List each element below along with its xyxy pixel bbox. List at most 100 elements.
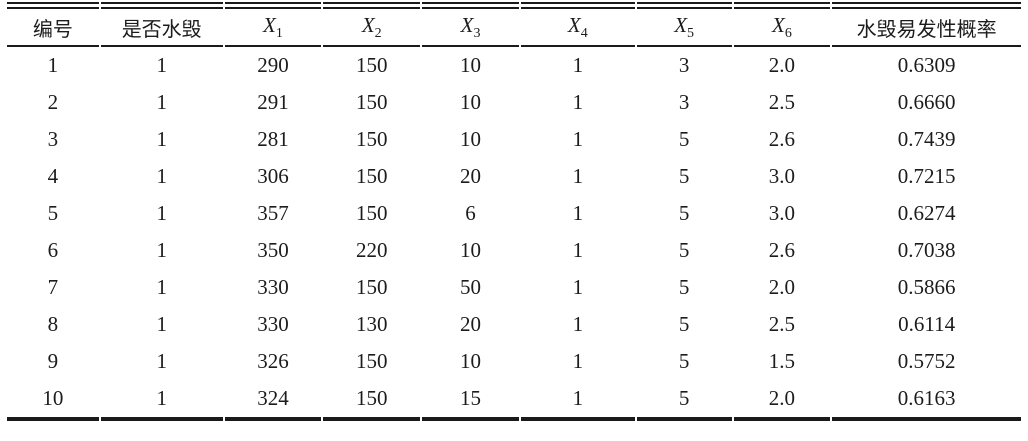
table-cell: 1 [572,90,584,114]
table-cell: 50 [460,275,482,299]
table-cell: 5 [678,201,690,225]
variable-subscript: 2 [374,25,382,41]
table-cell: 10 [7,380,99,421]
table-cell: 0.6309 [897,53,956,77]
variable-symbol: X [263,12,276,37]
table-cell: 10 [460,53,482,77]
column-header-6: X4 [520,2,635,47]
table-cell: 2 [47,90,59,114]
table-row: 8 1 330 130 20 1 5 2.5 0.6114 [7,306,1021,343]
table-cell: 2.0 [733,380,831,421]
table-cell: 5 [678,349,690,373]
table-cell: 326 [257,349,289,373]
table-cell: 2.6 [768,238,796,262]
variable-symbol: X [674,12,688,37]
table-cell: 5 [678,312,690,336]
table-cell: 220 [356,238,388,262]
variable-subscript: 6 [784,25,792,41]
column-header-1: 编号 [7,2,99,47]
variable-subscript: 5 [687,25,695,41]
table-cell: 330 [257,275,289,299]
table-cell: 5 [678,127,690,151]
table-cell: 1 [520,380,635,421]
table-cell: 150 [356,201,388,225]
table-cell: 306 [257,164,289,188]
table-cell: 1 [156,127,167,151]
table-cell: 330 [257,312,289,336]
variable-subscript: 3 [473,25,481,41]
table-cell: 0.7215 [897,164,956,188]
table-cell: 1 [100,380,223,421]
column-header-4: X2 [323,2,421,47]
table-cell: 150 [356,127,388,151]
table-cell: 1 [47,53,59,77]
table-row: 4 1 306 150 20 1 5 3.0 0.7215 [7,158,1021,195]
table-cell: 150 [356,90,388,114]
column-header-8: X6 [733,2,831,47]
table-cell: 3 [47,127,59,151]
table-cell: 350 [257,238,289,262]
table-cell: 20 [460,164,482,188]
variable-symbol: X [567,12,581,37]
table-cell: 1 [572,164,584,188]
table-cell: 3.0 [768,164,796,188]
paper-table-container: 编号 是否水毁 X1 X2 X3 X4 X5 X6 水毁易发性概率 1 1 290 150 10 1 3 2.… [5,2,1023,421]
column-header-9: 水毁易发性概率 [832,2,1021,47]
variable-symbol: X [772,12,785,37]
table-cell: 1 [572,201,584,225]
table-cell: 4 [47,164,59,188]
table-cell: 1 [156,275,167,299]
table-cell: 150 [323,380,421,421]
table-cell: 0.6660 [897,90,956,114]
table-cell: 281 [257,127,289,151]
table-cell: 1.5 [768,349,796,373]
table-cell: 1 [156,90,167,114]
table-cell: 5 [47,201,59,225]
table-cell: 9 [47,349,59,373]
table-cell: 7 [47,275,59,299]
table-cell: 2.0 [768,275,796,299]
table-cell: 5 [678,238,690,262]
column-header-2: 是否水毁 [100,2,223,47]
table-cell: 2.0 [768,53,796,77]
table-row: 7 1 330 150 50 1 5 2.0 0.5866 [7,269,1021,306]
table-cell: 291 [257,90,289,114]
table-cell: 10 [460,238,482,262]
table-cell: 10 [460,127,482,151]
data-table: 编号 是否水毁 X1 X2 X3 X4 X5 X6 水毁易发性概率 1 1 290 150 10 1 3 2.… [5,2,1023,421]
table-row: 3 1 281 150 10 1 5 2.6 0.7439 [7,121,1021,158]
table-cell: 1 [156,312,167,336]
variable-symbol: X [460,12,474,37]
table-cell: 150 [356,164,388,188]
column-header-5: X3 [422,2,519,47]
table-cell: 290 [257,53,289,77]
variable-subscript: 1 [275,25,283,41]
table-cell: 2.5 [768,90,796,114]
table-cell: 0.5752 [897,349,956,373]
table-cell: 1 [572,53,584,77]
table-cell: 150 [356,349,388,373]
table-cell: 1 [572,127,584,151]
table-cell: 0.5866 [897,275,956,299]
table-cell: 130 [356,312,388,336]
table-cell: 0.7038 [897,238,956,262]
table-cell: 1 [572,275,584,299]
table-cell: 0.6114 [898,312,956,336]
table-cell: 5 [678,164,690,188]
table-cell: 0.6274 [897,201,956,225]
table-body: 1 1 290 150 10 1 3 2.0 0.6309 2 1 291 150 10 1 3 2.5 0.66… [7,47,1021,421]
table-cell: 150 [356,275,388,299]
table-cell: 15 [422,380,519,421]
table-cell: 324 [224,380,322,421]
variable-subscript: 4 [580,25,588,41]
table-cell: 6 [47,238,59,262]
column-header-3: X1 [224,2,322,47]
table-cell: 10 [460,90,482,114]
table-cell: 1 [156,201,167,225]
table-cell: 5 [636,380,732,421]
table-row: 2 1 291 150 10 1 3 2.5 0.6660 [7,84,1021,121]
table-cell: 6 [465,201,476,225]
table-row: 9 1 326 150 10 1 5 1.5 0.5752 [7,343,1021,380]
table-cell: 357 [257,201,289,225]
table-row: 5 1 357 150 6 1 5 3.0 0.6274 [7,195,1021,232]
